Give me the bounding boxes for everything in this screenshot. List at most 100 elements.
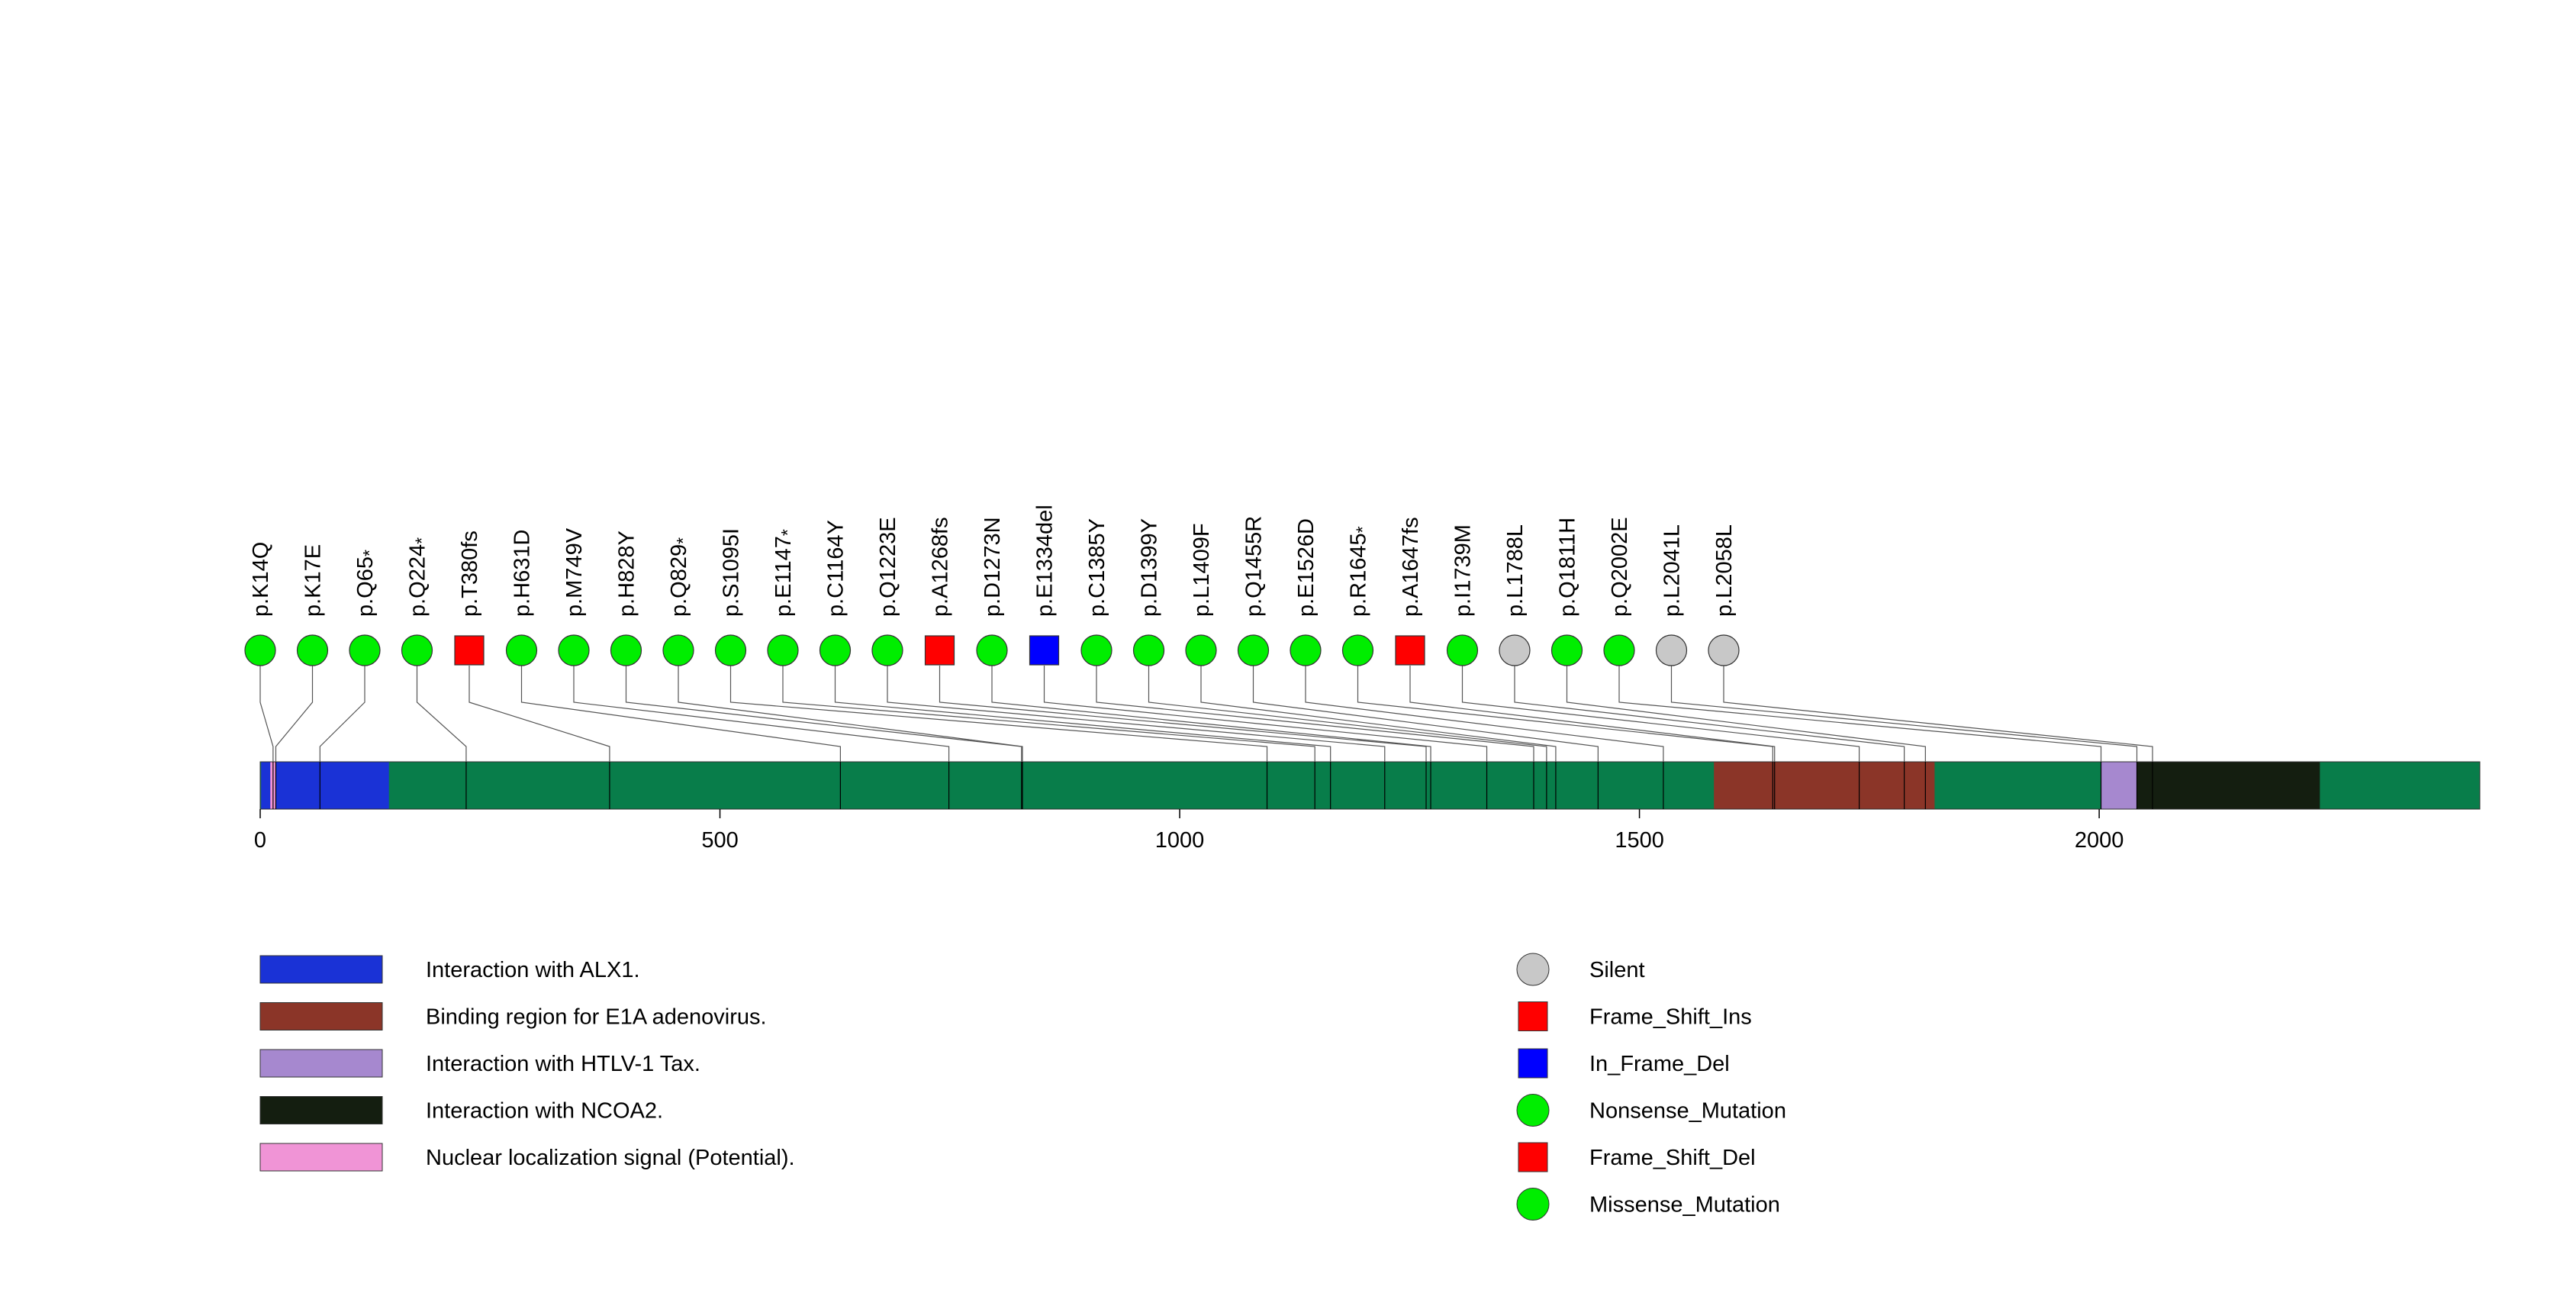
mutation-connector bbox=[1670, 666, 2138, 762]
mutation-connector bbox=[416, 666, 467, 762]
mutation-marker-p-m749v bbox=[558, 634, 590, 666]
mutation-label-p-l1788l: p.L1788L bbox=[1503, 524, 1528, 617]
legend-marker-in-frame-del bbox=[1518, 1048, 1548, 1079]
mutation-connector bbox=[469, 666, 610, 762]
mutation-connector bbox=[520, 666, 841, 762]
mutation-connector bbox=[1357, 666, 1773, 762]
mutation-marker-p-h828y bbox=[610, 634, 642, 666]
domain-binding-region-for-e1a-adenovirus bbox=[1714, 762, 1935, 809]
legend-marker-nonsense-mutation bbox=[1516, 1094, 1550, 1127]
mutation-labels: p.K14Q p.K17E p.Q65* p.Q224* p.T380fs p.H631D… bbox=[249, 505, 1737, 617]
mutation-connector bbox=[1096, 666, 1534, 762]
x-tick-label: 500 bbox=[701, 828, 738, 853]
mutation-label-p-c1385y: p.C1385Y bbox=[1085, 518, 1109, 617]
mutation-label-p-a1268fs: p.A1268fs bbox=[929, 517, 953, 617]
backbone-outline bbox=[259, 761, 2481, 810]
mutation-label-p-q1455r: p.Q1455R bbox=[1242, 516, 1267, 617]
mutation-marker-p-q1811h bbox=[1550, 634, 1583, 666]
mutation-connector bbox=[573, 666, 950, 762]
mutation-label-p-l2041l: p.L2041L bbox=[1660, 524, 1685, 617]
mutation-label-p-l2058l: p.L2058L bbox=[1712, 524, 1737, 617]
mutation-connector bbox=[939, 666, 1427, 762]
mutation-connector bbox=[319, 666, 365, 762]
mutation-connector bbox=[1252, 666, 1599, 762]
mutation-label-p-a1647fs: p.A1647fs bbox=[1399, 517, 1423, 617]
mutation-connector bbox=[782, 666, 1315, 762]
protein-backbone-group bbox=[259, 761, 2481, 810]
mutation-connector bbox=[1461, 666, 1860, 762]
mutation-label-p-q1223e: p.Q1223E bbox=[876, 517, 900, 617]
mutation-connector bbox=[625, 666, 1022, 762]
domain-legend-swatch-interaction-with-alx1 bbox=[259, 955, 383, 984]
mutation-connector bbox=[1514, 666, 1905, 762]
mutation-connector bbox=[834, 666, 1331, 762]
mutation-connector bbox=[259, 666, 274, 762]
mutation-marker-p-e1334del bbox=[1029, 635, 1060, 666]
mutation-label-p-t380fs: p.T380fs bbox=[458, 531, 482, 617]
x-tick-label: 0 bbox=[254, 828, 266, 853]
mutation-label-p-q829: p.Q829* bbox=[667, 537, 693, 617]
x-axis: 0 500 1000 1500 2000 bbox=[254, 809, 2124, 853]
mutation-marker-p-t380fs bbox=[454, 635, 485, 666]
domain-legend-label-interaction-with-alx1: Interaction with ALX1. bbox=[426, 958, 640, 982]
mutation-connector bbox=[1618, 666, 2102, 762]
legend-label-in-frame-del: In_Frame_Del bbox=[1589, 1052, 1730, 1076]
legend-label-silent: Silent bbox=[1589, 958, 1645, 982]
legend-marker-missense-mutation bbox=[1516, 1188, 1550, 1221]
mutation-marker-p-a1268fs bbox=[924, 635, 955, 666]
mutation-connector bbox=[1723, 666, 2153, 762]
domain-legend-label-interaction-with-ncoa2: Interaction with NCOA2. bbox=[426, 1099, 663, 1124]
mutation-label-p-d1399y: p.D1399Y bbox=[1138, 518, 1162, 617]
mutation-marker-p-r1645 bbox=[1341, 634, 1374, 666]
mutation-connector bbox=[678, 666, 1023, 762]
mutation-label-p-i1739m: p.I1739M bbox=[1451, 524, 1476, 617]
domain-legend-swatch-binding-region-for-e1a-adenovirus bbox=[259, 1002, 383, 1030]
domain-legend-label-nuclear-localization-signal-potential: Nuclear localization signal (Potential). bbox=[426, 1146, 795, 1170]
domain-legend-label-interaction-with-htlv-1-tax: Interaction with HTLV-1 Tax. bbox=[426, 1052, 700, 1076]
mutation-marker-p-c1164y bbox=[819, 634, 852, 666]
mutation-connector bbox=[1566, 666, 1926, 762]
domain-interaction-with-htlv-1-tax bbox=[2101, 762, 2137, 809]
mutation-marker-p-q1223e bbox=[871, 634, 903, 666]
mutation-connector bbox=[1305, 666, 1664, 762]
mutation-marker-p-l1409f bbox=[1185, 634, 1217, 666]
mutation-marker-p-d1273n bbox=[976, 634, 1008, 666]
domain-legend: Interaction with ALX1. Binding region for… bbox=[259, 955, 795, 1172]
mutation-marker-p-q1455r bbox=[1237, 634, 1270, 666]
mutation-marker-p-q65 bbox=[349, 634, 381, 666]
mutation-label-p-e1526d: p.E1526D bbox=[1294, 518, 1319, 617]
mutation-markers bbox=[244, 634, 1740, 666]
mutation-label-p-h828y: p.H828Y bbox=[615, 531, 639, 617]
mutation-connector bbox=[887, 666, 1386, 762]
legend-marker-silent bbox=[1516, 953, 1550, 986]
domain-interaction-with-alx1 bbox=[261, 762, 389, 809]
mutation-connector bbox=[729, 666, 1268, 762]
domain-legend-swatch-nuclear-localization-signal-potential bbox=[259, 1143, 383, 1172]
mutation-marker-p-l1788l bbox=[1499, 634, 1531, 666]
mutation-marker-p-i1739m bbox=[1446, 634, 1479, 666]
mutation-connector bbox=[991, 666, 1431, 762]
x-tick-label: 1000 bbox=[1155, 828, 1205, 853]
mutation-label-p-e1147: p.E1147* bbox=[771, 529, 797, 617]
mutation-label-p-m749v: p.M749V bbox=[562, 527, 587, 617]
mutation-connector bbox=[1148, 666, 1547, 762]
mutation-marker-p-q2002e bbox=[1603, 634, 1635, 666]
mutation-marker-p-c1385y bbox=[1080, 634, 1113, 666]
legend-label-frame-shift-ins: Frame_Shift_Ins bbox=[1589, 1005, 1752, 1030]
x-tick-label: 1500 bbox=[1615, 828, 1664, 853]
mutation-marker-p-a1647fs bbox=[1395, 635, 1425, 666]
domain-legend-swatch-interaction-with-htlv-1-tax bbox=[259, 1049, 383, 1078]
mutation-label-p-r1645: p.R1645* bbox=[1347, 526, 1373, 617]
mutation-label-p-l1409f: p.L1409F bbox=[1190, 523, 1214, 617]
mutation-connector bbox=[1043, 666, 1488, 762]
mutation-marker-p-s1095i bbox=[714, 634, 747, 666]
mutation-label-p-q224: p.Q224* bbox=[406, 537, 432, 617]
legend-label-frame-shift-del: Frame_Shift_Del bbox=[1589, 1146, 1756, 1170]
mutation-label-p-q65: p.Q65* bbox=[353, 550, 379, 617]
mutation-marker-p-l2041l bbox=[1655, 634, 1688, 666]
mutation-legend: Silent Frame_Shift_Ins In_Frame_Del Nonsens… bbox=[1516, 953, 1786, 1221]
mutation-label-p-d1273n: p.D1273N bbox=[980, 517, 1005, 617]
mutation-connector bbox=[1409, 666, 1776, 762]
mutation-marker-p-k14q bbox=[244, 634, 276, 666]
